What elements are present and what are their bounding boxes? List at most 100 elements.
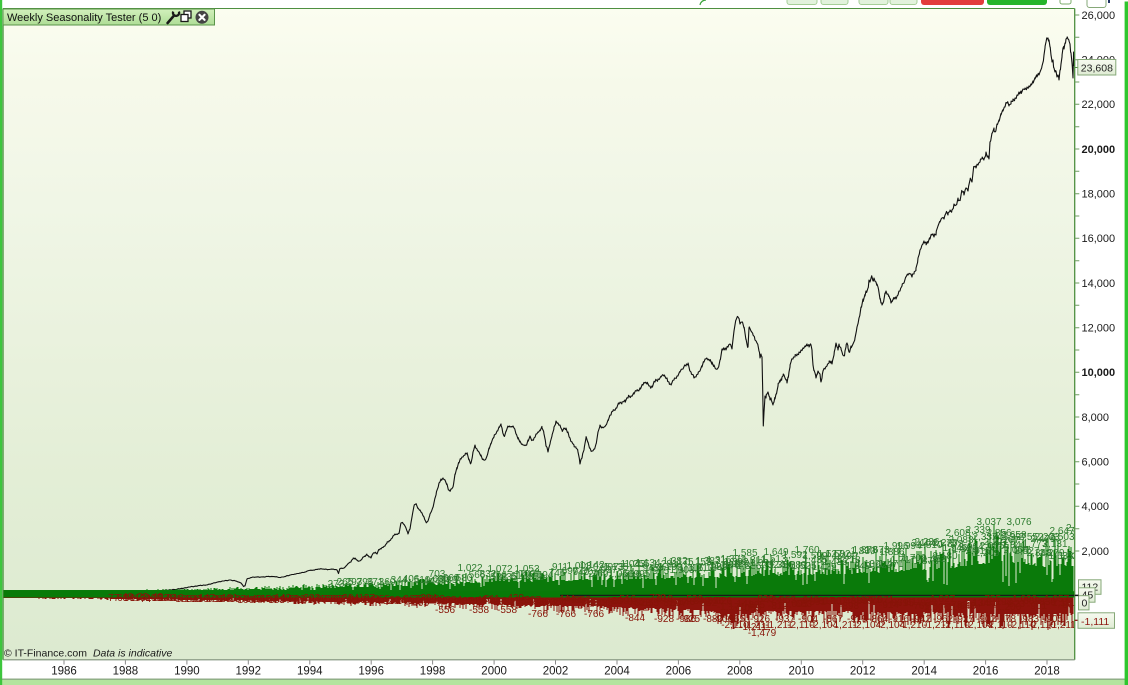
svg-text:273: 273	[328, 579, 345, 590]
svg-text:-836: -836	[704, 596, 724, 607]
svg-text:832: 832	[480, 569, 497, 580]
svg-text:-330: -330	[409, 594, 429, 605]
svg-text:816: 816	[625, 569, 642, 580]
svg-text:-719: -719	[846, 595, 866, 606]
svg-text:-914: -914	[879, 600, 899, 611]
svg-text:-861: -861	[888, 598, 908, 609]
svg-text:-116: -116	[164, 593, 184, 604]
svg-text:975: 975	[653, 566, 670, 577]
svg-text:1,878: 1,878	[852, 545, 877, 556]
svg-text:-962: -962	[933, 614, 953, 625]
svg-text:2,856: 2,856	[986, 528, 1011, 539]
svg-text:2014: 2014	[911, 666, 937, 678]
svg-text:-844: -844	[625, 613, 645, 624]
svg-text:-435: -435	[593, 598, 613, 609]
svg-text:-324: -324	[386, 595, 406, 606]
svg-text:-304: -304	[417, 593, 437, 604]
svg-text:-371: -371	[459, 596, 479, 607]
svg-text:-2,104: -2,104	[810, 620, 839, 631]
svg-text:1,582: 1,582	[825, 549, 850, 560]
svg-text:-304: -304	[339, 593, 359, 604]
svg-text:580: 580	[456, 573, 473, 584]
svg-text:3,076: 3,076	[1006, 517, 1031, 528]
svg-text:1,315: 1,315	[706, 555, 731, 566]
svg-text:-822: -822	[660, 598, 680, 609]
svg-text:-147: -147	[278, 594, 298, 605]
svg-text:2,203: 2,203	[1034, 532, 1059, 543]
svg-text:1,471: 1,471	[878, 559, 903, 570]
svg-text:1,527: 1,527	[1058, 551, 1083, 562]
svg-text:1,830: 1,830	[850, 546, 875, 557]
svg-text:1,527: 1,527	[817, 549, 842, 560]
svg-text:1,255: 1,255	[624, 559, 649, 570]
svg-text:1,135: 1,135	[603, 562, 628, 573]
svg-text:566: 566	[469, 570, 486, 581]
svg-text:6,000: 6,000	[1082, 457, 1110, 469]
svg-text:2,005: 2,005	[979, 541, 1004, 552]
svg-text:2,180: 2,180	[932, 551, 957, 562]
svg-text:973: 973	[608, 562, 625, 573]
svg-text:1,382: 1,382	[662, 556, 687, 567]
svg-text:22,000: 22,000	[1082, 99, 1116, 111]
svg-text:1,835: 1,835	[952, 544, 977, 555]
svg-text:-2,104: -2,104	[877, 620, 906, 631]
svg-text:-902: -902	[976, 614, 996, 625]
svg-text:-766: -766	[528, 609, 548, 620]
svg-text:-933: -933	[917, 598, 937, 609]
svg-text:616: 616	[511, 571, 528, 582]
svg-text:2,000: 2,000	[1082, 546, 1110, 558]
svg-text:2,552: 2,552	[1018, 532, 1043, 543]
svg-text:-153: -153	[257, 594, 277, 605]
svg-text:-389: -389	[530, 597, 550, 608]
svg-text:297: 297	[346, 577, 363, 588]
svg-text:-798: -798	[948, 600, 968, 611]
svg-text:2,348: 2,348	[1026, 548, 1051, 559]
svg-text:-942: -942	[911, 614, 931, 625]
svg-text:-393: -393	[571, 595, 591, 606]
svg-text:-113: -113	[126, 593, 146, 604]
svg-text:-297: -297	[324, 594, 344, 605]
svg-text:-2,110: -2,110	[985, 620, 1013, 631]
svg-text:265: 265	[337, 577, 354, 588]
svg-text:2,131: 2,131	[1042, 539, 1067, 550]
svg-text:1,155: 1,155	[686, 557, 711, 568]
svg-text:1,886: 1,886	[879, 547, 904, 558]
svg-text:-165: -165	[251, 594, 271, 605]
svg-text:-63: -63	[114, 593, 129, 604]
svg-text:-890: -890	[690, 596, 710, 607]
svg-text:-1,085: -1,085	[733, 603, 762, 614]
svg-text:1,281: 1,281	[652, 559, 677, 570]
svg-text:-635: -635	[624, 597, 644, 608]
svg-text:1,946: 1,946	[942, 543, 967, 554]
svg-text:995: 995	[634, 569, 651, 580]
svg-text:1,841: 1,841	[1001, 540, 1026, 551]
svg-text:-880: -880	[703, 614, 723, 625]
svg-text:1,003: 1,003	[566, 561, 591, 572]
svg-text:1,022: 1,022	[457, 563, 482, 574]
svg-text:-919: -919	[847, 614, 867, 625]
svg-text:1,700: 1,700	[901, 553, 926, 564]
svg-text:1,996: 1,996	[883, 541, 908, 552]
svg-text:-986: -986	[676, 614, 696, 625]
svg-text:1994: 1994	[297, 666, 323, 678]
svg-text:1,994: 1,994	[896, 541, 921, 552]
svg-text:-546: -546	[675, 597, 695, 608]
svg-text:-925: -925	[680, 614, 700, 625]
svg-text:2,337: 2,337	[972, 532, 997, 543]
svg-text:1990: 1990	[174, 666, 200, 678]
svg-text:927: 927	[601, 565, 618, 576]
svg-text:1,356: 1,356	[768, 560, 793, 571]
svg-text:-1,211: -1,211	[923, 620, 951, 631]
svg-text:-137: -137	[226, 594, 246, 605]
svg-text:-1,171: -1,171	[717, 602, 746, 613]
svg-text:-901: -901	[1027, 601, 1047, 612]
svg-text:1,142: 1,142	[579, 560, 604, 571]
svg-text:-864: -864	[868, 614, 888, 625]
svg-text:-1,211: -1,211	[739, 622, 767, 633]
svg-text:519: 519	[414, 575, 431, 586]
svg-text:-480: -480	[585, 598, 605, 609]
svg-text:-1,211: -1,211	[1048, 620, 1076, 631]
svg-text:-148: -148	[156, 593, 176, 604]
svg-text:-2,110: -2,110	[787, 620, 815, 631]
svg-text:1,673: 1,673	[864, 545, 889, 556]
